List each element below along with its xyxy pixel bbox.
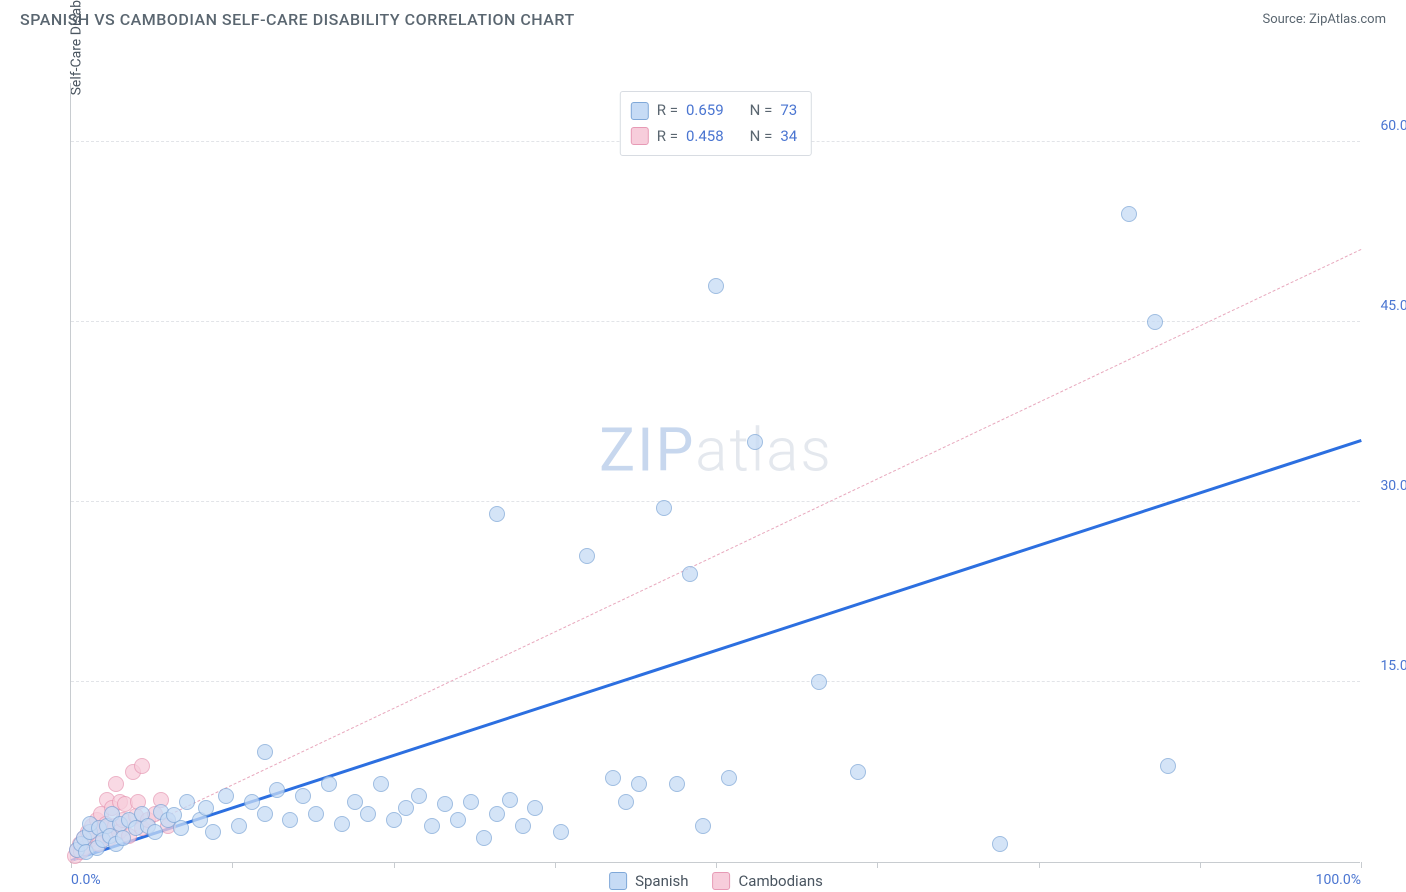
stat-r-value: 0.659 xyxy=(686,98,724,124)
x-tick xyxy=(877,862,878,868)
data-point xyxy=(257,806,273,822)
x-tick xyxy=(555,862,556,868)
watermark: ZIPatlas xyxy=(599,414,833,485)
legend-item: Spanish xyxy=(609,872,688,890)
data-point xyxy=(463,794,479,810)
data-point xyxy=(695,818,711,834)
x-tick xyxy=(232,862,233,868)
y-tick-label: 60.0% xyxy=(1380,118,1406,134)
data-point xyxy=(656,500,672,516)
data-point xyxy=(682,566,698,582)
data-point xyxy=(527,800,543,816)
stat-n-label: N = xyxy=(750,124,773,150)
data-point xyxy=(669,776,685,792)
data-point xyxy=(321,776,337,792)
data-point xyxy=(347,794,363,810)
data-point xyxy=(992,836,1008,852)
data-point xyxy=(424,818,440,834)
stat-r-label: R = xyxy=(657,98,678,124)
legend-swatch xyxy=(713,872,731,890)
y-tick-label: 30.0% xyxy=(1380,478,1406,494)
legend-swatch xyxy=(631,102,649,120)
data-point xyxy=(618,794,634,810)
series-legend: Spanish Cambodians xyxy=(609,872,823,890)
data-point xyxy=(257,744,273,760)
trend-line xyxy=(71,439,1362,862)
legend-swatch xyxy=(631,127,649,145)
data-point xyxy=(295,788,311,804)
data-point xyxy=(308,806,324,822)
data-point xyxy=(173,820,189,836)
data-point xyxy=(334,816,350,832)
data-point xyxy=(579,548,595,564)
data-point xyxy=(476,830,492,846)
gridline xyxy=(71,321,1360,322)
plot-area: 15.0%30.0%45.0%60.0%0.0%100.0%ZIPatlasR … xyxy=(70,83,1360,863)
data-point xyxy=(134,758,150,774)
data-point xyxy=(605,770,621,786)
data-point xyxy=(489,506,505,522)
data-point xyxy=(198,800,214,816)
data-point xyxy=(360,806,376,822)
legend-label: Spanish xyxy=(635,872,688,890)
data-point xyxy=(721,770,737,786)
stat-n-label: N = xyxy=(750,98,773,124)
data-point xyxy=(708,278,724,294)
gridline xyxy=(71,681,1360,682)
chart-title: SPANISH VS CAMBODIAN SELF-CARE DISABILIT… xyxy=(20,10,575,29)
stat-r-value: 0.458 xyxy=(686,124,724,150)
data-point xyxy=(108,776,124,792)
data-point xyxy=(450,812,466,828)
y-axis-label: Self-Care Disability xyxy=(68,0,84,95)
data-point xyxy=(553,824,569,840)
data-point xyxy=(147,824,163,840)
data-point xyxy=(811,674,827,690)
data-point xyxy=(205,824,221,840)
data-point xyxy=(1160,758,1176,774)
data-point xyxy=(515,818,531,834)
data-point xyxy=(231,818,247,834)
data-point xyxy=(850,764,866,780)
stat-r-label: R = xyxy=(657,124,678,150)
source-link[interactable]: ZipAtlas.com xyxy=(1309,12,1386,27)
data-point xyxy=(386,812,402,828)
legend-item: Cambodians xyxy=(713,872,823,890)
stat-n-value: 34 xyxy=(780,124,797,150)
data-point xyxy=(282,812,298,828)
stats-row: R = 0.458 N = 34 xyxy=(631,124,797,150)
stat-n-value: 73 xyxy=(780,98,797,124)
data-point xyxy=(747,434,763,450)
data-point xyxy=(373,776,389,792)
x-tick xyxy=(1039,862,1040,868)
chart-source: Source: ZipAtlas.com xyxy=(1262,12,1386,27)
data-point xyxy=(179,794,195,810)
x-tick-label: 0.0% xyxy=(71,872,101,888)
data-point xyxy=(489,806,505,822)
x-tick xyxy=(716,862,717,868)
x-tick xyxy=(1361,862,1362,868)
stats-box: R = 0.659 N = 73 R = 0.458 N = 34 xyxy=(620,91,812,156)
legend-swatch xyxy=(609,872,627,890)
y-tick-label: 15.0% xyxy=(1380,658,1406,674)
data-point xyxy=(437,796,453,812)
data-point xyxy=(502,792,518,808)
source-prefix: Source: xyxy=(1262,12,1309,27)
x-tick xyxy=(1200,862,1201,868)
data-point xyxy=(411,788,427,804)
x-tick xyxy=(394,862,395,868)
data-point xyxy=(1147,314,1163,330)
data-point xyxy=(1121,206,1137,222)
data-point xyxy=(269,782,285,798)
legend-label: Cambodians xyxy=(739,872,823,890)
y-tick-label: 45.0% xyxy=(1380,298,1406,314)
stats-row: R = 0.659 N = 73 xyxy=(631,98,797,124)
data-point xyxy=(398,800,414,816)
x-tick-label: 100.0% xyxy=(1316,872,1361,888)
data-point xyxy=(244,794,260,810)
data-point xyxy=(631,776,647,792)
data-point xyxy=(218,788,234,804)
